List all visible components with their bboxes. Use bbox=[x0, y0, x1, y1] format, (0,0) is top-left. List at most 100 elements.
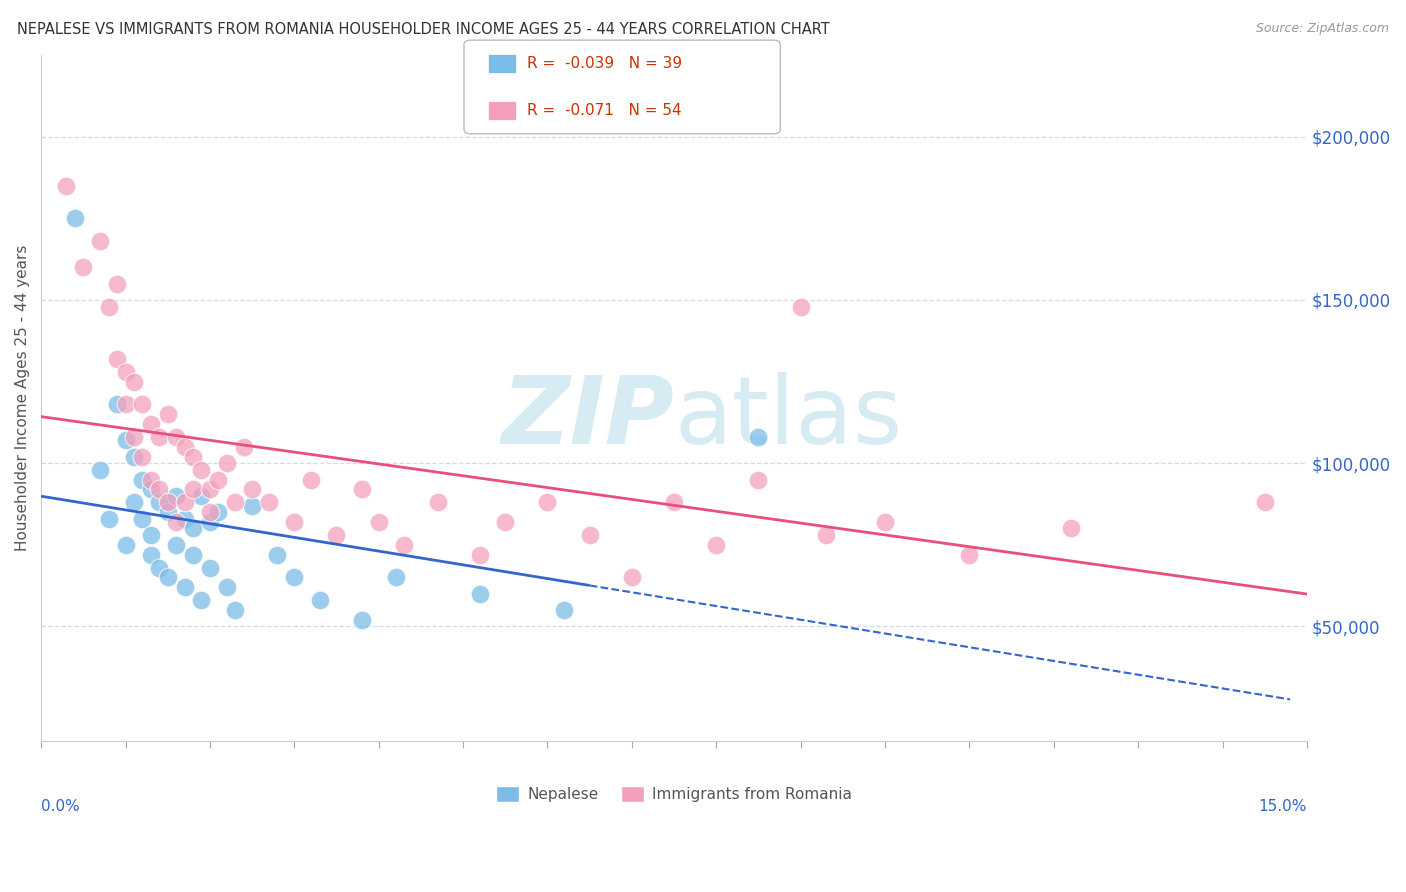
Point bbox=[181, 548, 204, 562]
Point bbox=[266, 548, 288, 562]
Point bbox=[105, 397, 128, 411]
Point bbox=[350, 483, 373, 497]
Point bbox=[122, 495, 145, 509]
Point bbox=[240, 483, 263, 497]
Point bbox=[299, 473, 322, 487]
Point bbox=[215, 456, 238, 470]
Point bbox=[156, 505, 179, 519]
Point bbox=[139, 483, 162, 497]
Point bbox=[173, 512, 195, 526]
Point bbox=[392, 538, 415, 552]
Point bbox=[536, 495, 558, 509]
Point bbox=[139, 548, 162, 562]
Point bbox=[198, 505, 221, 519]
Point bbox=[662, 495, 685, 509]
Point bbox=[207, 473, 229, 487]
Point bbox=[148, 560, 170, 574]
Point bbox=[207, 505, 229, 519]
Point bbox=[494, 515, 516, 529]
Point bbox=[814, 528, 837, 542]
Point bbox=[789, 300, 811, 314]
Point bbox=[156, 407, 179, 421]
Point bbox=[198, 560, 221, 574]
Point bbox=[89, 234, 111, 248]
Y-axis label: Householder Income Ages 25 - 44 years: Householder Income Ages 25 - 44 years bbox=[15, 244, 30, 551]
Point bbox=[89, 463, 111, 477]
Point bbox=[131, 397, 153, 411]
Text: atlas: atlas bbox=[673, 373, 903, 465]
Point bbox=[367, 515, 389, 529]
Point bbox=[63, 211, 86, 226]
Point bbox=[114, 538, 136, 552]
Point bbox=[190, 489, 212, 503]
Point bbox=[257, 495, 280, 509]
Point bbox=[1254, 495, 1277, 509]
Point bbox=[873, 515, 896, 529]
Point bbox=[148, 495, 170, 509]
Point bbox=[578, 528, 600, 542]
Point bbox=[283, 515, 305, 529]
Point bbox=[240, 499, 263, 513]
Point bbox=[165, 430, 187, 444]
Point bbox=[1060, 521, 1083, 535]
Point bbox=[426, 495, 449, 509]
Point bbox=[114, 434, 136, 448]
Point bbox=[122, 450, 145, 464]
Point bbox=[165, 515, 187, 529]
Text: NEPALESE VS IMMIGRANTS FROM ROMANIA HOUSEHOLDER INCOME AGES 25 - 44 YEARS CORREL: NEPALESE VS IMMIGRANTS FROM ROMANIA HOUS… bbox=[17, 22, 830, 37]
Point bbox=[122, 430, 145, 444]
Point bbox=[165, 538, 187, 552]
Text: R =  -0.039   N = 39: R = -0.039 N = 39 bbox=[527, 56, 682, 70]
Point bbox=[131, 512, 153, 526]
Point bbox=[55, 178, 77, 193]
Point bbox=[620, 570, 643, 584]
Point bbox=[283, 570, 305, 584]
Point bbox=[553, 603, 575, 617]
Point bbox=[122, 375, 145, 389]
Point bbox=[747, 473, 769, 487]
Point bbox=[97, 300, 120, 314]
Point bbox=[131, 473, 153, 487]
Point bbox=[173, 495, 195, 509]
Point bbox=[232, 440, 254, 454]
Point bbox=[148, 483, 170, 497]
Legend: Nepalese, Immigrants from Romania: Nepalese, Immigrants from Romania bbox=[491, 780, 858, 808]
Text: R =  -0.071   N = 54: R = -0.071 N = 54 bbox=[527, 103, 682, 118]
Text: 15.0%: 15.0% bbox=[1258, 799, 1308, 814]
Point bbox=[156, 495, 179, 509]
Point bbox=[105, 351, 128, 366]
Point bbox=[190, 593, 212, 607]
Point bbox=[704, 538, 727, 552]
Point bbox=[215, 580, 238, 594]
Point bbox=[384, 570, 406, 584]
Point bbox=[190, 463, 212, 477]
Point bbox=[114, 365, 136, 379]
Point bbox=[131, 450, 153, 464]
Point bbox=[224, 603, 246, 617]
Point bbox=[747, 430, 769, 444]
Point bbox=[198, 483, 221, 497]
Point bbox=[105, 277, 128, 291]
Point bbox=[198, 515, 221, 529]
Point bbox=[181, 521, 204, 535]
Point bbox=[325, 528, 347, 542]
Text: ZIP: ZIP bbox=[501, 373, 673, 465]
Point bbox=[224, 495, 246, 509]
Point bbox=[181, 483, 204, 497]
Point bbox=[350, 613, 373, 627]
Point bbox=[173, 440, 195, 454]
Point bbox=[959, 548, 981, 562]
Point bbox=[114, 397, 136, 411]
Point bbox=[97, 512, 120, 526]
Point bbox=[72, 260, 94, 275]
Point bbox=[308, 593, 330, 607]
Point bbox=[173, 580, 195, 594]
Point bbox=[468, 548, 491, 562]
Text: Source: ZipAtlas.com: Source: ZipAtlas.com bbox=[1256, 22, 1389, 36]
Point bbox=[165, 489, 187, 503]
Point bbox=[139, 473, 162, 487]
Point bbox=[139, 417, 162, 431]
Point bbox=[468, 587, 491, 601]
Point bbox=[148, 430, 170, 444]
Point bbox=[139, 528, 162, 542]
